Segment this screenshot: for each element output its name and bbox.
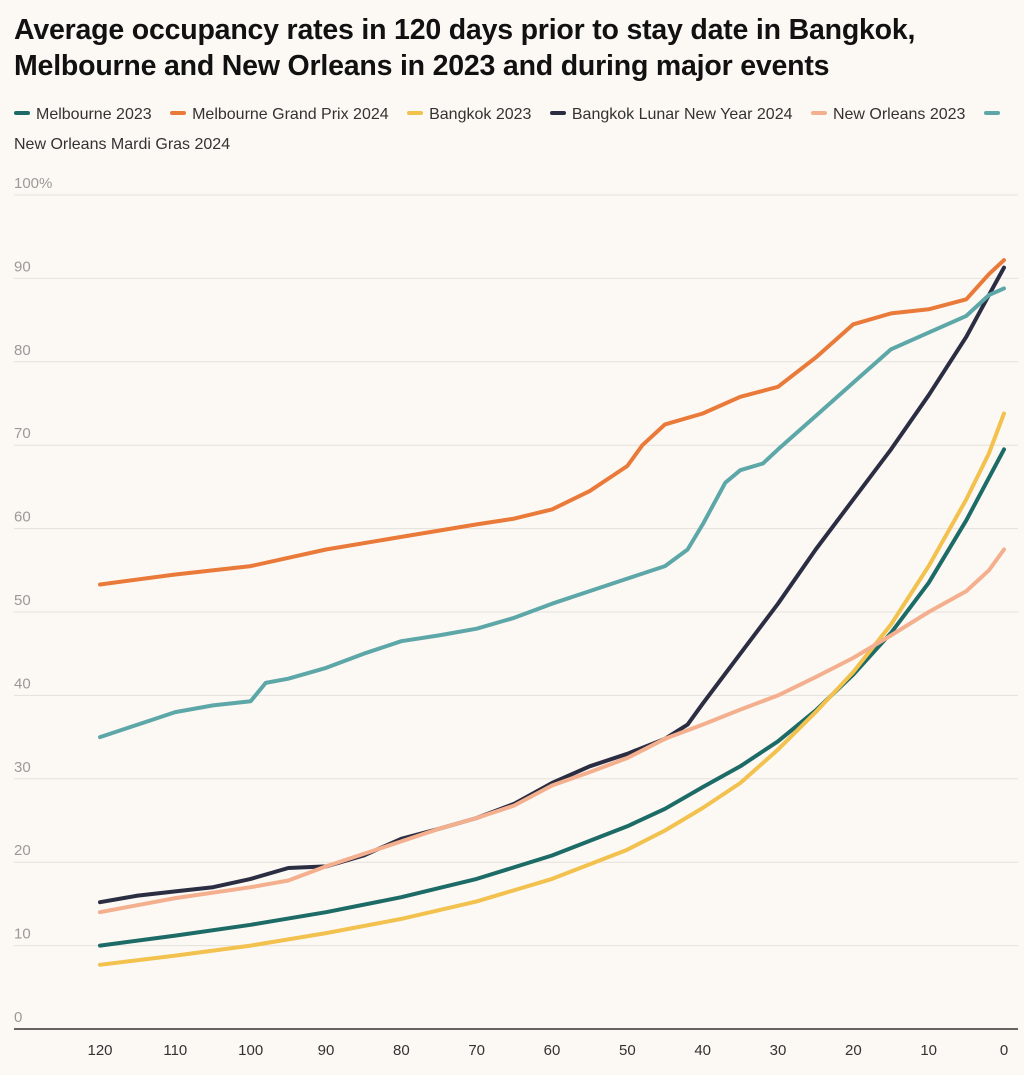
y-tick-label: 100% bbox=[14, 175, 52, 192]
x-tick-label: 60 bbox=[544, 1042, 561, 1059]
series-line-melbourne-2023 bbox=[98, 447, 1006, 948]
legend-item: New Orleans 2023 bbox=[810, 106, 966, 123]
legend-swatch bbox=[549, 110, 566, 115]
series-line-new-orleans-2023 bbox=[98, 547, 1006, 915]
x-tick-label: 10 bbox=[920, 1042, 937, 1059]
y-tick-label: 10 bbox=[14, 926, 31, 943]
x-tick-label: 80 bbox=[393, 1042, 410, 1059]
legend-item: Bangkok Lunar New Year 2024 bbox=[549, 106, 793, 123]
legend-label: Melbourne 2023 bbox=[36, 106, 152, 123]
y-tick-label: 30 bbox=[14, 759, 31, 776]
x-tick-label: 30 bbox=[770, 1042, 787, 1059]
x-tick-label: 0 bbox=[1000, 1042, 1008, 1059]
series-line-new-orleans-mardi-gras-2024 bbox=[98, 286, 1006, 740]
legend-item: Bangkok 2023 bbox=[407, 106, 531, 123]
y-tick-label: 80 bbox=[14, 342, 31, 359]
x-tick-label: 100 bbox=[238, 1042, 263, 1059]
legend-swatch bbox=[170, 110, 187, 115]
legend-label: Bangkok Lunar New Year 2024 bbox=[571, 106, 793, 123]
x-tick-label: 50 bbox=[619, 1042, 636, 1059]
legend-label: New Orleans Mardi Gras 2024 bbox=[14, 136, 231, 153]
x-tick-label: 90 bbox=[318, 1042, 335, 1059]
y-tick-label: 60 bbox=[14, 509, 31, 526]
y-tick-label: 50 bbox=[14, 592, 31, 609]
legend-label: New Orleans 2023 bbox=[832, 106, 966, 123]
series-line-melbourne-grand-prix-2024 bbox=[98, 258, 1006, 587]
y-tick-label: 0 bbox=[14, 1009, 22, 1026]
legend-item: Melbourne Grand Prix 2024 bbox=[170, 106, 389, 123]
x-tick-label: 70 bbox=[468, 1042, 485, 1059]
x-tick-label: 20 bbox=[845, 1042, 862, 1059]
legend-item: Melbourne 2023 bbox=[14, 106, 152, 123]
legend: Melbourne 2023 Melbourne Grand Prix 2024… bbox=[14, 100, 1014, 160]
x-tick-label: 40 bbox=[694, 1042, 711, 1059]
legend-swatch bbox=[810, 110, 827, 115]
series-line-bangkok-2023 bbox=[98, 411, 1006, 967]
x-tick-label: 110 bbox=[163, 1042, 187, 1059]
legend-swatch bbox=[407, 110, 424, 115]
y-tick-label: 90 bbox=[14, 258, 31, 275]
y-tick-label: 70 bbox=[14, 425, 31, 442]
legend-label: Melbourne Grand Prix 2024 bbox=[192, 106, 389, 123]
y-tick-label: 20 bbox=[14, 842, 31, 859]
chart-title: Average occupancy rates in 120 days prio… bbox=[14, 14, 916, 82]
series-line-bangkok-lunar-new-year-2024 bbox=[98, 265, 1006, 905]
legend-label: Bangkok 2023 bbox=[429, 106, 532, 123]
x-tick-label: 120 bbox=[87, 1042, 112, 1059]
legend-item: New Orleans Mardi Gras 2024 bbox=[14, 106, 1006, 153]
legend-swatch bbox=[14, 110, 30, 115]
legend-swatch bbox=[983, 110, 1000, 115]
y-tick-label: 40 bbox=[14, 675, 31, 692]
